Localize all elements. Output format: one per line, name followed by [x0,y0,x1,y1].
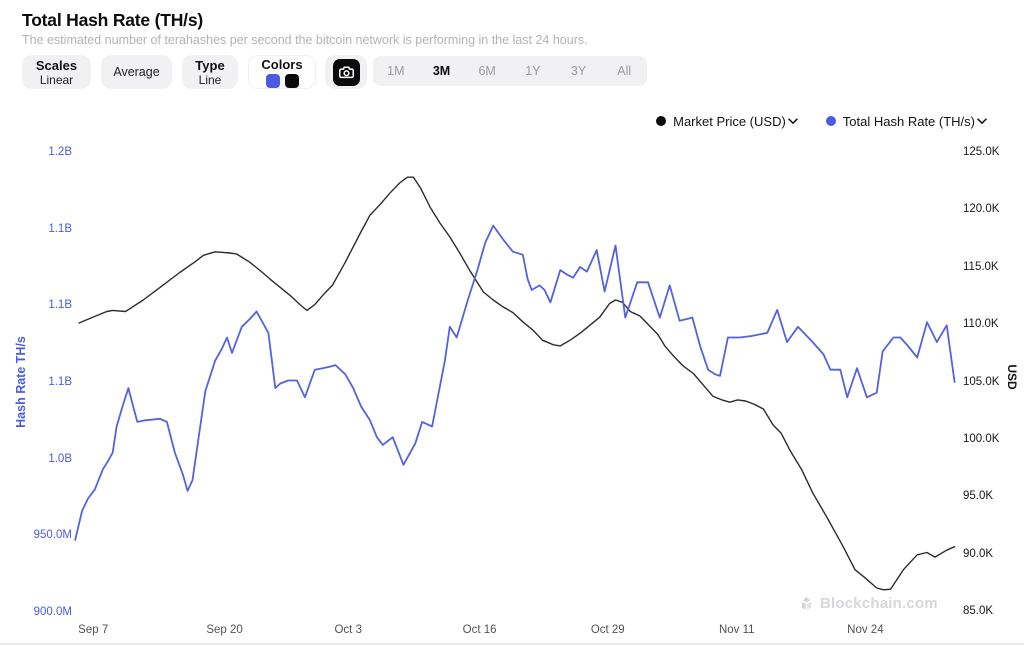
legend-dot [656,116,667,126]
right-axis-tick-label: 90.0K [963,547,994,560]
average-button-label: Average [113,65,160,79]
left-axis-tick-label: 1.1B [48,222,72,235]
left-axis-tick-label: 1.1B [48,299,72,312]
watermark: Blockchain.com [798,595,938,612]
right-axis-tick-label: 120.0K [963,203,1000,216]
page-title: Total Hash Rate (TH/s) [22,10,203,30]
left-axis-title: Hash Rate TH/s [14,336,28,428]
x-axis-tick-label: Nov 24 [847,624,884,636]
legend-item-hash-rate[interactable]: Total Hash Rate (TH/s) [825,113,987,129]
range-option-1m[interactable]: 1M [387,64,405,78]
color-swatches [265,73,299,88]
range-option-1y[interactable]: 1Y [525,64,541,78]
color-swatch-blue[interactable] [265,73,280,88]
x-axis-tick-label: Sep 20 [206,624,243,636]
screenshot-button[interactable] [325,55,367,89]
colors-button-label: Colors [261,56,303,72]
left-axis-tick-label: 950.0M [33,529,72,542]
legend-label: Market Price (USD) [673,113,786,129]
legend-label: Total Hash Rate (TH/s) [842,113,975,129]
type-button[interactable]: Type Line [182,55,238,89]
type-button-label: Type [195,57,225,73]
time-range-selector: 1M 3M 6M 1Y 3Y All [373,56,647,86]
range-option-6m[interactable]: 6M [478,64,496,78]
scales-button[interactable]: Scales Linear [22,55,91,89]
x-axis-tick-label: Nov 11 [718,624,755,636]
range-option-3y[interactable]: 3Y [570,64,587,78]
chevron-down-icon [788,117,798,125]
x-axis-tick-label: Sep 7 [78,624,109,636]
watermark-text: Blockchain.com [820,595,938,612]
colors-button[interactable]: Colors [248,55,316,89]
x-axis-tick-label: Oct 29 [590,624,625,636]
left-axis-tick-label: 1.2B [48,146,72,158]
page-subtitle: The estimated number of terahashes per s… [22,33,588,47]
right-axis-tick-label: 85.0K [963,605,994,617]
left-axis-tick-label: 1.1B [48,376,72,388]
camera-icon [332,58,360,86]
blockchain-logo-icon [798,595,815,612]
right-axis-tick-label: 100.0K [963,432,1000,445]
color-swatch-black[interactable] [284,73,299,88]
chevron-down-icon [977,117,987,125]
legend-item-market-price[interactable]: Market Price (USD) [656,114,798,129]
chart-legend: Market Price (USD) Total Hash Rate (TH/s) [656,112,987,130]
right-axis-tick-label: 115.0K [963,260,999,273]
left-axis-tick-label: 900.0M [33,606,72,618]
right-axis-tick-label: 95.0K [963,490,994,503]
range-option-all[interactable]: All [617,64,632,78]
hash-rate-line [74,224,956,541]
market-price-line [78,176,956,591]
right-axis-tick-label: 125.0K [963,146,1000,158]
bottom-divider [0,643,1024,645]
scales-button-value: Linear [39,72,74,87]
left-axis-tick-label: 1.0B [48,452,72,465]
scales-button-label: Scales [35,57,78,73]
right-axis-title: USD [1005,364,1019,390]
range-option-3m[interactable]: 3M [432,64,451,78]
average-button[interactable]: Average [101,55,172,89]
right-axis-tick-label: 105.0K [963,375,1000,388]
right-axis-tick-label: 110.0K [963,318,999,331]
x-axis-tick-label: Oct 3 [334,624,362,636]
legend-dot [825,116,836,126]
type-button-value: Line [198,72,222,87]
x-axis-tick-label: Oct 16 [462,624,497,636]
